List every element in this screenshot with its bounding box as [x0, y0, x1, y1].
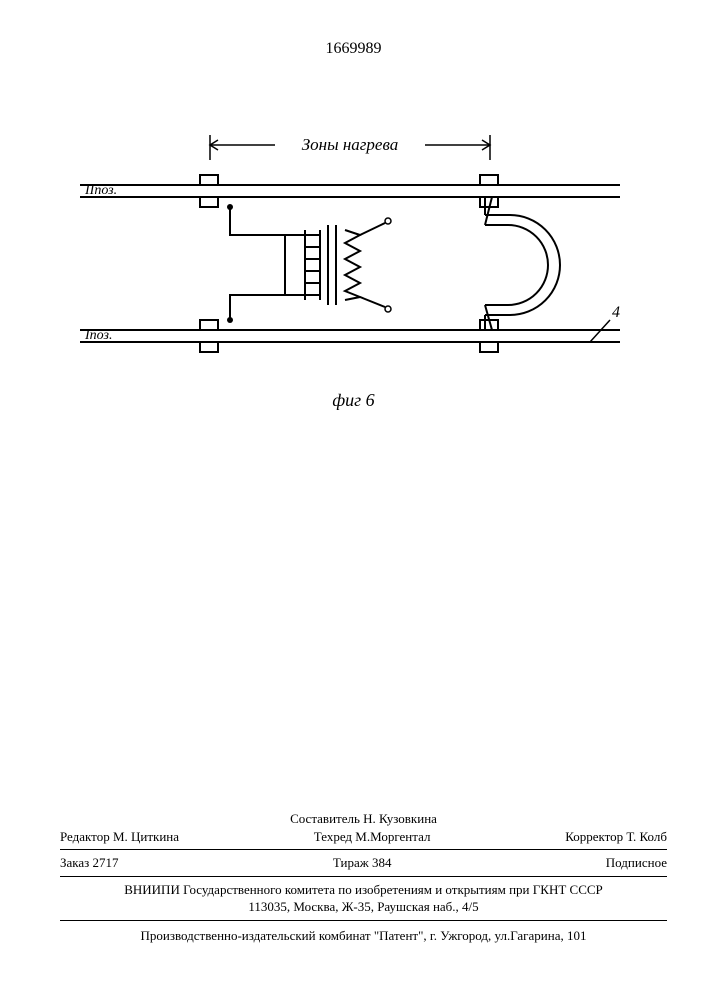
- divider: [60, 876, 667, 877]
- publisher: Производственно-издательский комбинат "П…: [60, 927, 667, 945]
- figure-caption: фиг 6: [0, 390, 707, 411]
- compiler: Составитель Н. Кузовкина: [290, 811, 437, 826]
- circulation: Тираж 384: [333, 854, 392, 872]
- rail-top-label: IIпоз.: [84, 183, 117, 198]
- order-number: Заказ 2717: [60, 854, 119, 872]
- rail-bottom-label: Iпоз.: [84, 328, 112, 343]
- figure-6: Зоны нагрева IIпоз. Iпоз.: [80, 135, 620, 395]
- techred: Техред М.Моргентал: [314, 828, 431, 846]
- colophon: Составитель Н. Кузовкина Редактор М. Цит…: [60, 810, 667, 944]
- document-number: 1669989: [0, 40, 707, 58]
- vniipi-line2: 113035, Москва, Ж-35, Раушская наб., 4/5: [60, 898, 667, 916]
- editor: Редактор М. Циткина: [60, 828, 179, 846]
- divider: [60, 920, 667, 921]
- vniipi-line1: ВНИИПИ Государственного комитета по изоб…: [60, 881, 667, 899]
- divider: [60, 849, 667, 850]
- subscription: Подписное: [606, 854, 667, 872]
- corrector: Корректор Т. Колб: [565, 828, 667, 846]
- ref-4-label: 4: [612, 304, 620, 321]
- heating-zones-label: Зоны нагрева: [302, 135, 399, 154]
